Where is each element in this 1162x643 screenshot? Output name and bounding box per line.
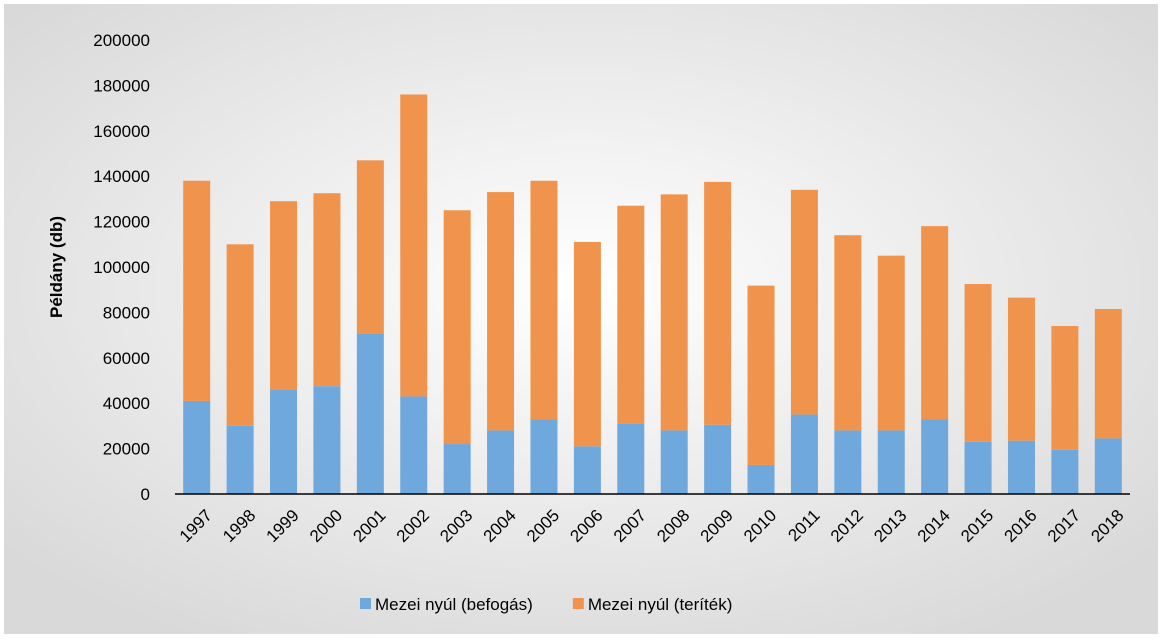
bar-segment — [270, 389, 298, 494]
legend-swatch — [360, 598, 371, 609]
bar-segment — [573, 446, 601, 494]
bar-segment — [1094, 438, 1122, 494]
bar-segment — [834, 430, 862, 494]
y-tick-label: 60000 — [103, 349, 150, 368]
bar-segment — [790, 189, 818, 415]
bar-segment — [747, 285, 775, 465]
legend-label: Mezei nyúl (befogás) — [375, 595, 533, 614]
bar-segment — [964, 441, 992, 494]
bar-segment — [1007, 297, 1035, 441]
y-tick-label: 20000 — [103, 440, 150, 459]
bar-segment — [617, 423, 645, 494]
y-tick-label: 40000 — [103, 394, 150, 413]
bar-segment — [487, 430, 515, 494]
bar-segment — [660, 194, 688, 431]
bar-segment — [704, 181, 732, 425]
bar-segment — [270, 201, 298, 390]
bar-segment — [747, 464, 775, 494]
bar-segment — [1051, 326, 1079, 450]
bar-segment — [530, 180, 558, 420]
bar-segment — [443, 444, 471, 494]
bar-segment — [1094, 308, 1122, 439]
bar-segment — [530, 419, 558, 494]
bar-segment — [356, 160, 384, 334]
bar-segment — [704, 424, 732, 494]
y-tick-label: 180000 — [93, 76, 150, 95]
y-tick-label: 0 — [141, 485, 150, 504]
bar-segment — [964, 284, 992, 442]
bar-segment — [356, 333, 384, 494]
y-tick-label: 140000 — [93, 167, 150, 186]
bar-segment — [487, 192, 515, 431]
bar-segment — [877, 430, 905, 494]
y-tick-label: 120000 — [93, 213, 150, 232]
bar-segment — [790, 414, 818, 494]
bar-segment — [1007, 440, 1035, 494]
bar-segment — [877, 255, 905, 431]
y-tick-label: 160000 — [93, 122, 150, 141]
y-axis-label: Példány (db) — [47, 216, 66, 318]
legend-swatch — [572, 598, 584, 609]
legend-label: Mezei nyúl (teríték) — [588, 595, 733, 614]
bar-segment — [921, 419, 949, 494]
bar-segment — [400, 94, 428, 397]
bar-segment — [617, 205, 645, 424]
bar-segment — [834, 235, 862, 431]
bar-segment — [313, 386, 341, 494]
bar-segment — [1051, 449, 1079, 494]
bar-segment — [226, 244, 254, 426]
y-tick-label: 80000 — [103, 303, 150, 322]
bar-segment — [183, 400, 211, 494]
bar-segment — [660, 430, 688, 494]
bar-segment — [226, 425, 254, 494]
bar-segment — [400, 396, 428, 494]
y-tick-label: 200000 — [93, 31, 150, 50]
y-tick-label: 100000 — [93, 258, 150, 277]
bar-segment — [921, 226, 949, 420]
bar-segment — [183, 180, 211, 401]
bar-segment — [313, 193, 341, 387]
bar-segment — [573, 242, 601, 447]
bar-segment — [443, 210, 471, 445]
